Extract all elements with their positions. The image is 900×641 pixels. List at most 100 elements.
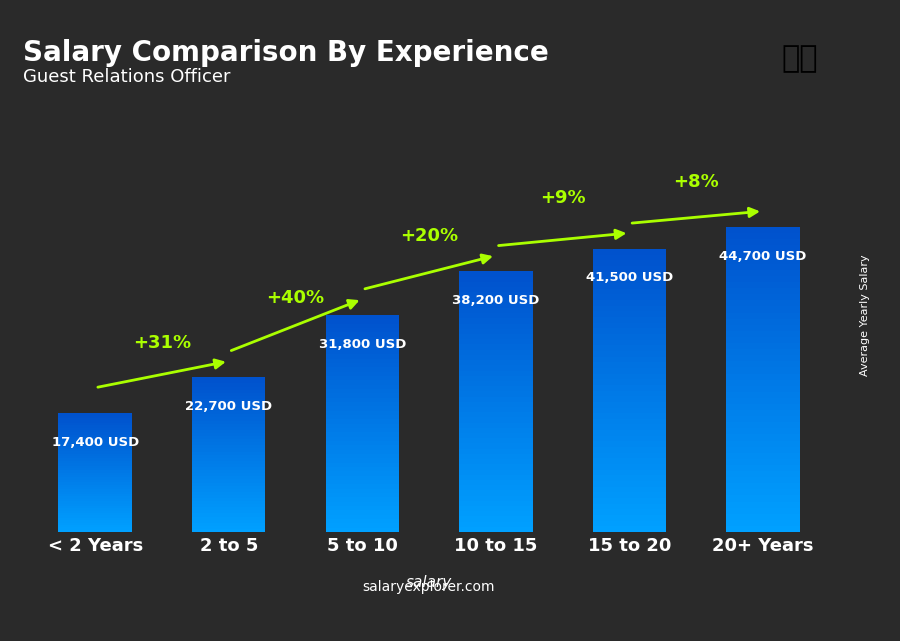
- Bar: [726, 495, 799, 501]
- Bar: [326, 445, 399, 449]
- Bar: [192, 402, 266, 405]
- Bar: [592, 260, 666, 266]
- Bar: [592, 351, 666, 356]
- Bar: [592, 470, 666, 476]
- Bar: [459, 297, 533, 303]
- Text: Salary Comparison By Experience: Salary Comparison By Experience: [23, 39, 549, 67]
- Text: 🇺🇸: 🇺🇸: [782, 44, 818, 73]
- Bar: [459, 428, 533, 433]
- Bar: [192, 461, 266, 464]
- Bar: [58, 425, 132, 428]
- Bar: [192, 408, 266, 412]
- Bar: [592, 249, 666, 254]
- Bar: [592, 340, 666, 345]
- Text: salary: salary: [406, 576, 452, 590]
- Bar: [326, 389, 399, 393]
- Bar: [192, 430, 266, 433]
- Bar: [592, 487, 666, 492]
- Bar: [326, 411, 399, 415]
- Bar: [192, 464, 266, 467]
- Bar: [726, 276, 799, 282]
- Bar: [459, 517, 533, 522]
- Bar: [58, 511, 132, 513]
- Bar: [192, 427, 266, 430]
- Bar: [726, 258, 799, 263]
- Bar: [726, 410, 799, 416]
- Bar: [459, 381, 533, 386]
- Bar: [726, 392, 799, 398]
- Bar: [326, 367, 399, 372]
- Bar: [58, 518, 132, 520]
- Bar: [726, 422, 799, 428]
- Bar: [459, 490, 533, 495]
- Bar: [192, 414, 266, 417]
- Bar: [726, 465, 799, 471]
- Bar: [326, 402, 399, 406]
- Bar: [326, 380, 399, 385]
- Bar: [592, 408, 666, 413]
- Bar: [726, 398, 799, 404]
- Bar: [726, 379, 799, 386]
- Bar: [326, 428, 399, 432]
- Bar: [58, 528, 132, 529]
- Text: Average Yearly Salary: Average Yearly Salary: [860, 255, 869, 376]
- Bar: [326, 354, 399, 358]
- Bar: [326, 337, 399, 341]
- Bar: [592, 300, 666, 306]
- Bar: [192, 393, 266, 395]
- Text: 22,700 USD: 22,700 USD: [185, 399, 273, 413]
- Text: +20%: +20%: [400, 227, 458, 245]
- Bar: [726, 435, 799, 440]
- Bar: [459, 365, 533, 370]
- Bar: [58, 435, 132, 437]
- Bar: [459, 303, 533, 308]
- Bar: [58, 458, 132, 461]
- Bar: [726, 343, 799, 349]
- Bar: [592, 419, 666, 424]
- Bar: [192, 380, 266, 383]
- Bar: [192, 442, 266, 445]
- Bar: [192, 451, 266, 454]
- Bar: [592, 254, 666, 260]
- Bar: [326, 454, 399, 458]
- Bar: [592, 362, 666, 368]
- Bar: [326, 515, 399, 519]
- Bar: [592, 328, 666, 334]
- Bar: [726, 501, 799, 508]
- Bar: [726, 263, 799, 270]
- Bar: [726, 453, 799, 459]
- Bar: [726, 282, 799, 288]
- Bar: [592, 492, 666, 498]
- Text: +31%: +31%: [133, 335, 191, 353]
- Bar: [58, 449, 132, 451]
- Bar: [592, 278, 666, 283]
- Bar: [326, 510, 399, 515]
- Bar: [726, 325, 799, 331]
- Bar: [58, 506, 132, 508]
- Bar: [459, 355, 533, 360]
- Bar: [459, 334, 533, 339]
- Bar: [726, 471, 799, 477]
- Bar: [58, 420, 132, 423]
- Bar: [326, 467, 399, 471]
- Bar: [192, 498, 266, 501]
- Bar: [592, 334, 666, 340]
- Bar: [592, 379, 666, 385]
- Bar: [592, 396, 666, 402]
- Bar: [592, 312, 666, 317]
- Bar: [58, 430, 132, 433]
- Bar: [192, 467, 266, 470]
- Bar: [58, 485, 132, 487]
- Bar: [326, 406, 399, 411]
- Bar: [326, 528, 399, 532]
- Bar: [592, 390, 666, 396]
- Text: +9%: +9%: [540, 189, 585, 208]
- Bar: [726, 526, 799, 532]
- Bar: [726, 416, 799, 422]
- Bar: [459, 344, 533, 349]
- Bar: [326, 488, 399, 493]
- Bar: [592, 442, 666, 447]
- Bar: [726, 313, 799, 319]
- Bar: [326, 493, 399, 497]
- Bar: [726, 331, 799, 337]
